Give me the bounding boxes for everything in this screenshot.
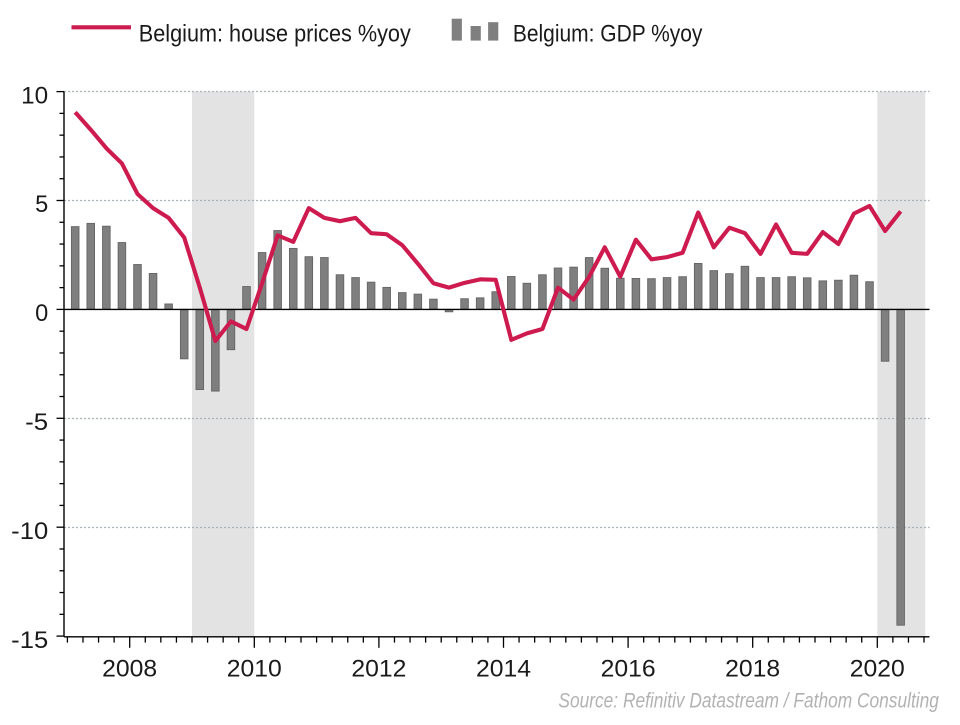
svg-text:Belgium: house prices %yoy: Belgium: house prices %yoy bbox=[139, 21, 411, 48]
svg-text:-5: -5 bbox=[25, 410, 48, 436]
svg-text:2020: 2020 bbox=[850, 656, 905, 682]
svg-text:5: 5 bbox=[35, 192, 48, 218]
svg-text:2014: 2014 bbox=[476, 656, 531, 682]
svg-text:-10: -10 bbox=[11, 519, 48, 545]
svg-text:Belgium: GDP %yoy: Belgium: GDP %yoy bbox=[513, 21, 703, 48]
svg-text:2008: 2008 bbox=[102, 656, 157, 682]
svg-text:0: 0 bbox=[35, 301, 48, 327]
svg-text:2016: 2016 bbox=[601, 656, 656, 682]
svg-text:-15: -15 bbox=[11, 628, 48, 654]
svg-text:2012: 2012 bbox=[351, 656, 406, 682]
svg-text:2010: 2010 bbox=[227, 656, 282, 682]
svg-text:Source: Refinitiv Datastream /: Source: Refinitiv Datastream / Fathom Co… bbox=[558, 690, 939, 713]
svg-text:10: 10 bbox=[21, 83, 48, 109]
svg-text:2018: 2018 bbox=[725, 656, 780, 682]
